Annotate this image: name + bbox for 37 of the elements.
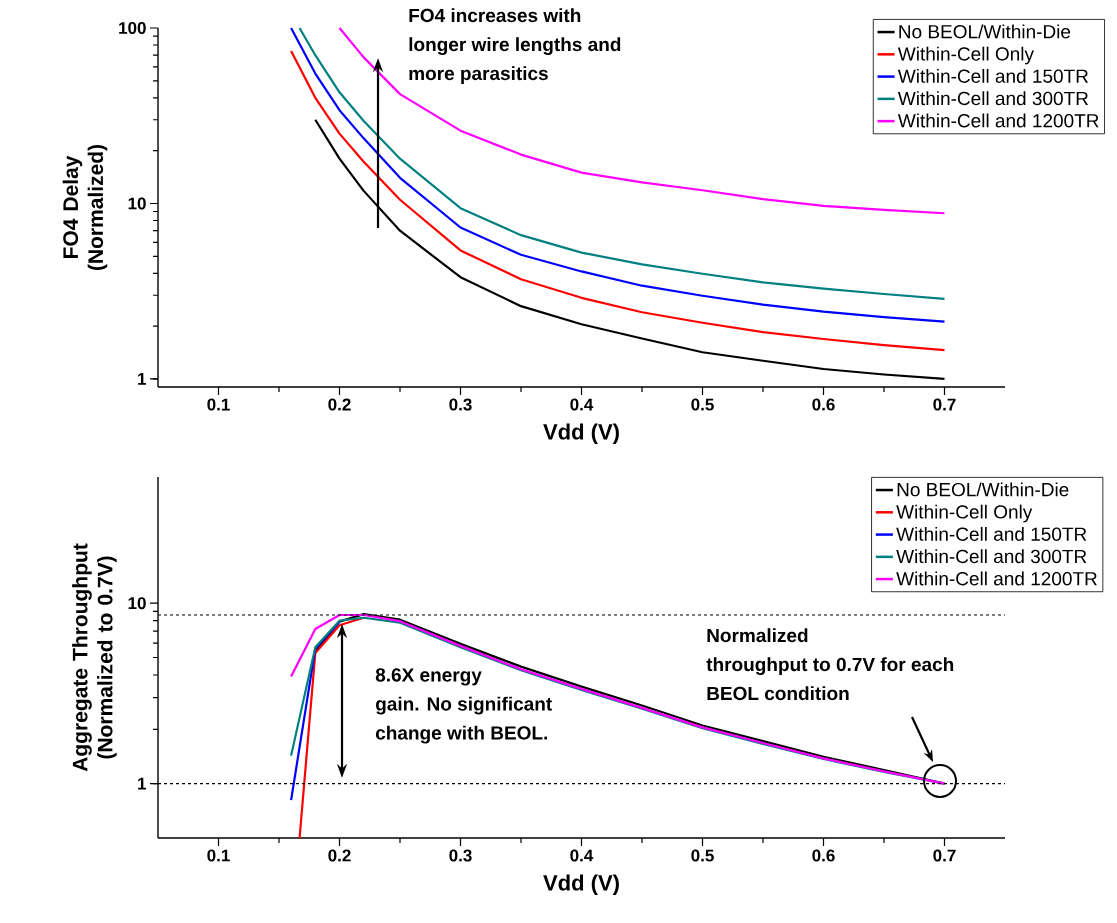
legend-label: Within-Cell and 1200TR [896, 571, 1097, 586]
annotation: FO4 increases with longer wire lengths and more parasitics [409, 8, 621, 84]
x-tick-label: 0.4 [570, 849, 594, 862]
legend-label: Within-Cell and 150TR [896, 526, 1087, 541]
x-axis-title: Vdd (V) [543, 423, 619, 444]
y-tick-label: 10 [128, 597, 146, 610]
line-series [298, 616, 365, 840]
legend-label: Within-Cell and 300TR [896, 549, 1087, 564]
x-tick-label: 0.1 [207, 398, 230, 411]
x-tick-label: 0.3 [449, 398, 472, 411]
x-tick-label: 0.2 [328, 849, 351, 862]
annotation: 8.6X energy gain. No significant change with BEOL. [375, 668, 552, 744]
annotation: Normalized throughput to 0.7V for each BEOL condition [706, 628, 954, 701]
legend-label: No BEOL/Within-Die [899, 24, 1071, 39]
y-tick-label: 1 [138, 777, 146, 790]
x-tick-label: 0.5 [691, 398, 714, 411]
y-axis-title: Aggregate Throughput (Normalized to 0.7V) [72, 543, 117, 772]
x-tick-label: 0.1 [207, 849, 230, 862]
y-tick-label: 100 [119, 21, 146, 35]
x-tick-label: 0.4 [570, 398, 594, 411]
y-axis-title: FO4 Delay (Normalized) [62, 144, 108, 271]
legend-label: Within-Cell and 150TR [897, 68, 1089, 83]
y-tick-label: 1 [138, 373, 146, 385]
x-tick-label: 0.3 [449, 849, 472, 862]
x-tick-label: 0.7 [933, 398, 956, 411]
x-axis-title: Vdd (V) [543, 874, 619, 895]
legend-label: Within-Cell Only [897, 46, 1034, 65]
legend-label: No BEOL/Within-Die [897, 482, 1069, 497]
legend-label: Within-Cell and 1200TR [897, 113, 1099, 128]
legend-label: Within-Cell and 300TR [897, 91, 1089, 106]
y-tick-label: 10 [128, 197, 146, 210]
x-tick-label: 0.7 [933, 849, 956, 862]
legend-label: Within-Cell Only [896, 504, 1033, 523]
x-tick-label: 0.5 [691, 849, 714, 862]
x-tick-label: 0.2 [328, 398, 351, 411]
x-tick-label: 0.6 [812, 849, 835, 862]
x-tick-label: 0.6 [812, 398, 835, 411]
